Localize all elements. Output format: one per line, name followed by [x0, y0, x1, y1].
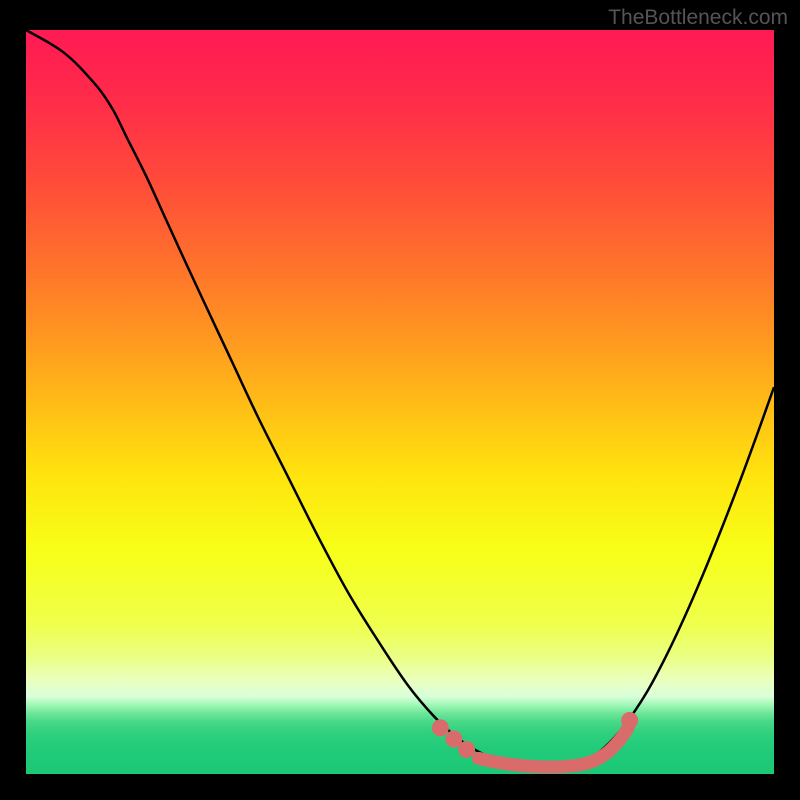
- chart-container: TheBottleneck.com: [0, 0, 800, 800]
- highlight-dot: [458, 741, 475, 758]
- highlight-dot: [621, 712, 638, 729]
- highlight-dot: [432, 719, 449, 736]
- attribution-label: TheBottleneck.com: [608, 6, 788, 30]
- bottleneck-chart: [0, 0, 800, 800]
